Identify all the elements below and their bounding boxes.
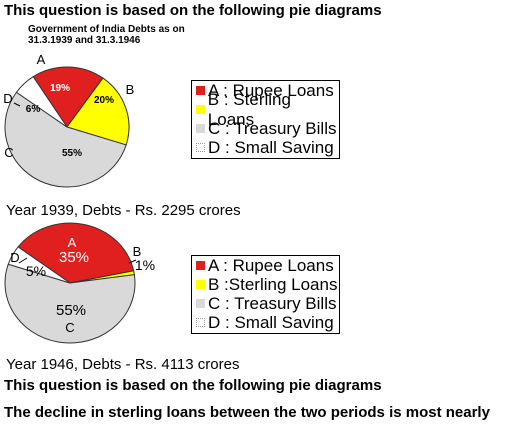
- legend-label: D : Small Saving: [208, 137, 334, 157]
- question-text: The decline in sterling loans between th…: [4, 404, 490, 421]
- legend-item: C : Treasury Bills: [192, 294, 339, 313]
- legend-swatch: [196, 318, 205, 327]
- pie-percent-label: 19%: [50, 83, 70, 94]
- pie-slice-letter: C: [4, 145, 13, 160]
- leader-line: [128, 259, 137, 264]
- legend-label: B :Sterling Loans: [208, 274, 338, 294]
- pie-slice-letter: C: [65, 320, 74, 335]
- legend-item: D : Small Saving: [192, 138, 339, 157]
- pie-slice-letter: B: [133, 244, 142, 259]
- pie-percent-label: 55%: [56, 302, 86, 319]
- legend-label: B : Sterling Loans: [207, 89, 291, 129]
- legend-1946: A : Rupee Loans B :Sterling Loans C : Trea…: [191, 255, 340, 334]
- pie-slice-c: [4, 91, 127, 188]
- pie-slice-letter: A: [37, 52, 46, 67]
- legend-swatch: [196, 143, 205, 152]
- pie-slice-letter: A: [68, 235, 77, 250]
- chart-subtitle-line2: 31.3.1939 and 31.3.1946: [28, 35, 141, 46]
- pie-percent-label: 6%: [26, 104, 41, 115]
- leader-line: [18, 257, 28, 264]
- legend-label: D : Small Saving: [208, 312, 334, 332]
- page-title: This question is based on the following …: [4, 2, 382, 19]
- legend-label: A : Rupee Loans: [208, 80, 334, 100]
- pie-percent-label: 35%: [59, 249, 89, 266]
- legend-item: C : Treasury Bills: [192, 119, 339, 138]
- pie-slice-d: [7, 246, 71, 284]
- pie-slice-letter: D: [10, 250, 19, 265]
- legend-swatch: [196, 299, 205, 308]
- legend-item: B :Sterling Loans: [192, 275, 339, 294]
- pie-slice-letter: B: [126, 82, 135, 97]
- legend-item: D : Small Saving: [192, 313, 339, 332]
- legend-item: B : Sterling Loans: [192, 90, 339, 129]
- legend-swatch: [196, 261, 205, 270]
- pie-slice-letter: D: [3, 91, 12, 106]
- legend-swatch: [196, 105, 205, 114]
- caption-1946: Year 1946, Debts - Rs. 4113 crores: [6, 356, 240, 373]
- pie-slice-a: [17, 222, 135, 284]
- chart-subtitle-line1: Government of India Debts as on: [28, 24, 185, 35]
- pie-slice-d: [15, 75, 68, 128]
- pie-chart-1939: 19% 20% 55% 6% A B C D: [3, 52, 135, 188]
- pie-percent-label: 20%: [94, 95, 114, 106]
- legend-label: C : Treasury Bills: [208, 293, 337, 313]
- caption-1939: Year 1939, Debts - Rs. 2295 crores: [6, 202, 241, 219]
- legend-item: A : Rupee Loans: [192, 256, 339, 275]
- legend-label: C : Treasury Bills: [208, 118, 337, 138]
- pie-percent-label: 1%: [135, 257, 155, 273]
- legend-item: A : Rupee Loans: [192, 81, 339, 100]
- footer-line-1: This question is based on the following …: [4, 377, 382, 394]
- pie-slice-c: [4, 263, 136, 344]
- pie-percent-label: 55%: [62, 148, 82, 159]
- pie-slice-a: [32, 66, 104, 128]
- pie-slice-b: [66, 77, 130, 146]
- pie-chart-1946: 35% 1% 55% 5% A B C D: [4, 222, 155, 344]
- legend-swatch: [196, 86, 205, 95]
- legend-1939: A : Rupee Loans B : Sterling Loans C : Tre…: [191, 80, 340, 159]
- legend-swatch: [196, 124, 205, 133]
- legend-swatch: [196, 280, 205, 289]
- leader-line: [13, 102, 21, 107]
- pie-percent-label: 5%: [26, 263, 46, 279]
- legend-label: A : Rupee Loans: [208, 255, 334, 275]
